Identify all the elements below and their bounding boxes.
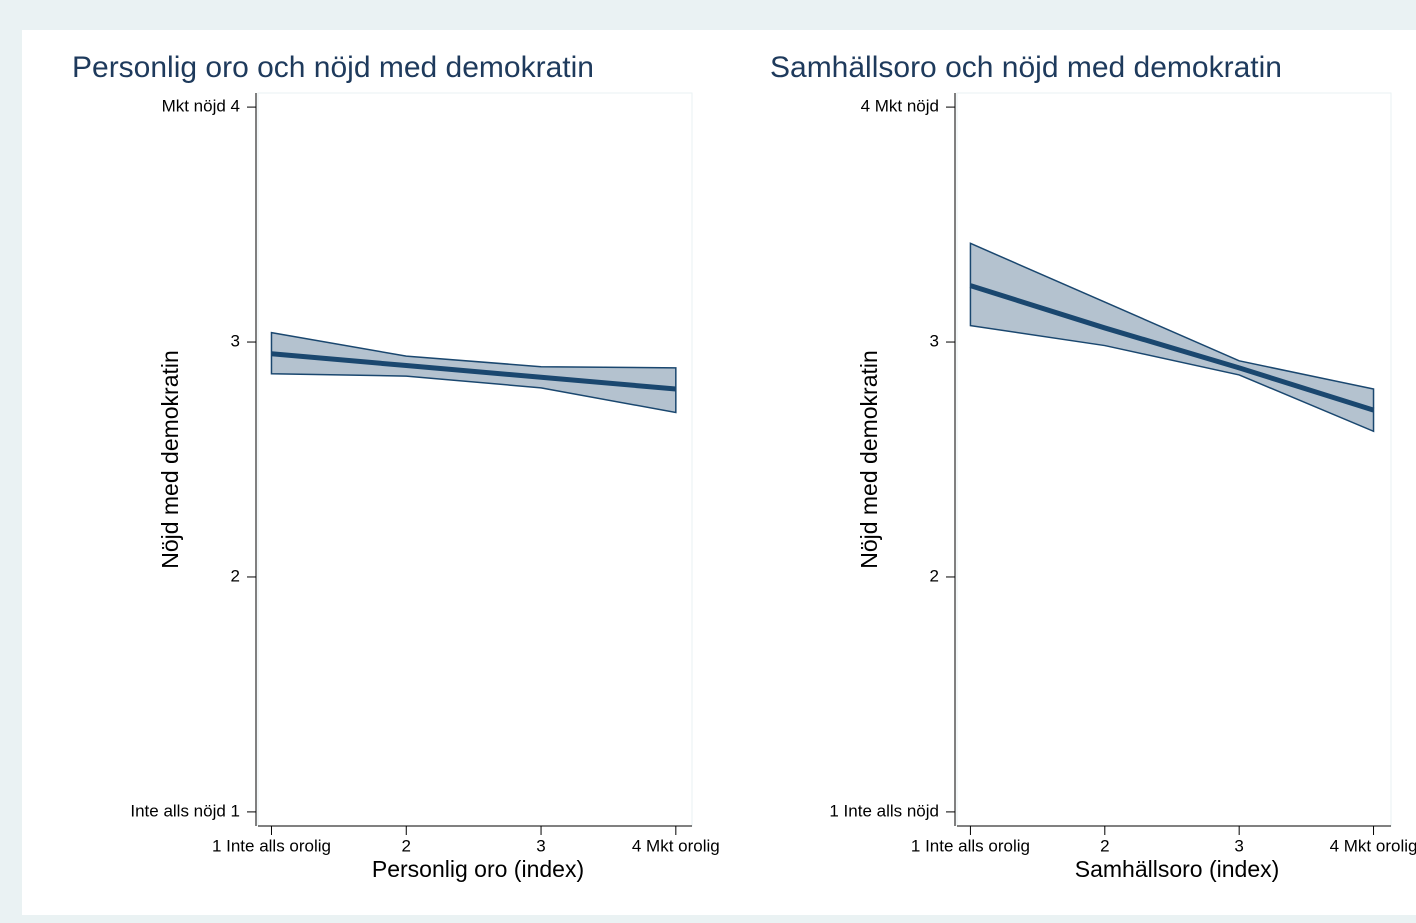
confidence-band [969,242,1375,433]
y-tick-label: Mkt nöjd 4 [162,97,240,116]
fit-line [969,283,1375,413]
x-tick-label: 3 [1234,836,1243,855]
fit-line [271,351,677,392]
plot-area [956,92,1392,827]
x-tick-label: 2 [1100,836,1109,855]
plot-area [257,92,693,827]
y-axis-title: Nöjd med demokratin [157,350,183,569]
x-tick-label: 4 Mkt orolig [1330,836,1416,855]
y-tick-label: 4 Mkt nöjd [861,97,939,116]
x-axis-title: Personlig oro (index) [372,856,584,882]
x-tick-label: 1 Inte alls orolig [212,836,331,855]
y-tick-label: 2 [231,566,240,585]
x-tick-label: 3 [536,836,545,855]
x-tick-label: 1 Inte alls orolig [911,836,1030,855]
y-tick-label: 3 [930,332,939,351]
y-tick-label: Inte alls nöjd 1 [130,801,240,820]
chart-title: Samhällsoro och nöjd med demokratin [770,51,1282,84]
chart-title: Personlig oro och nöjd med demokratin [72,51,594,84]
x-axis-title: Samhällsoro (index) [1075,856,1280,882]
x-tick-label: 4 Mkt orolig [632,836,720,855]
y-axis-title: Nöjd med demokratin [856,350,882,569]
chart-panel: Personlig oro och nöjd med demokratin Int… [72,51,720,882]
chart-panel: Samhällsoro och nöjd med demokratin 1 Int… [770,51,1416,882]
y-tick-label: 2 [930,566,939,585]
y-tick-label: 3 [231,332,240,351]
y-tick-label: 1 Inte alls nöjd [829,801,939,820]
x-tick-label: 2 [402,836,411,855]
